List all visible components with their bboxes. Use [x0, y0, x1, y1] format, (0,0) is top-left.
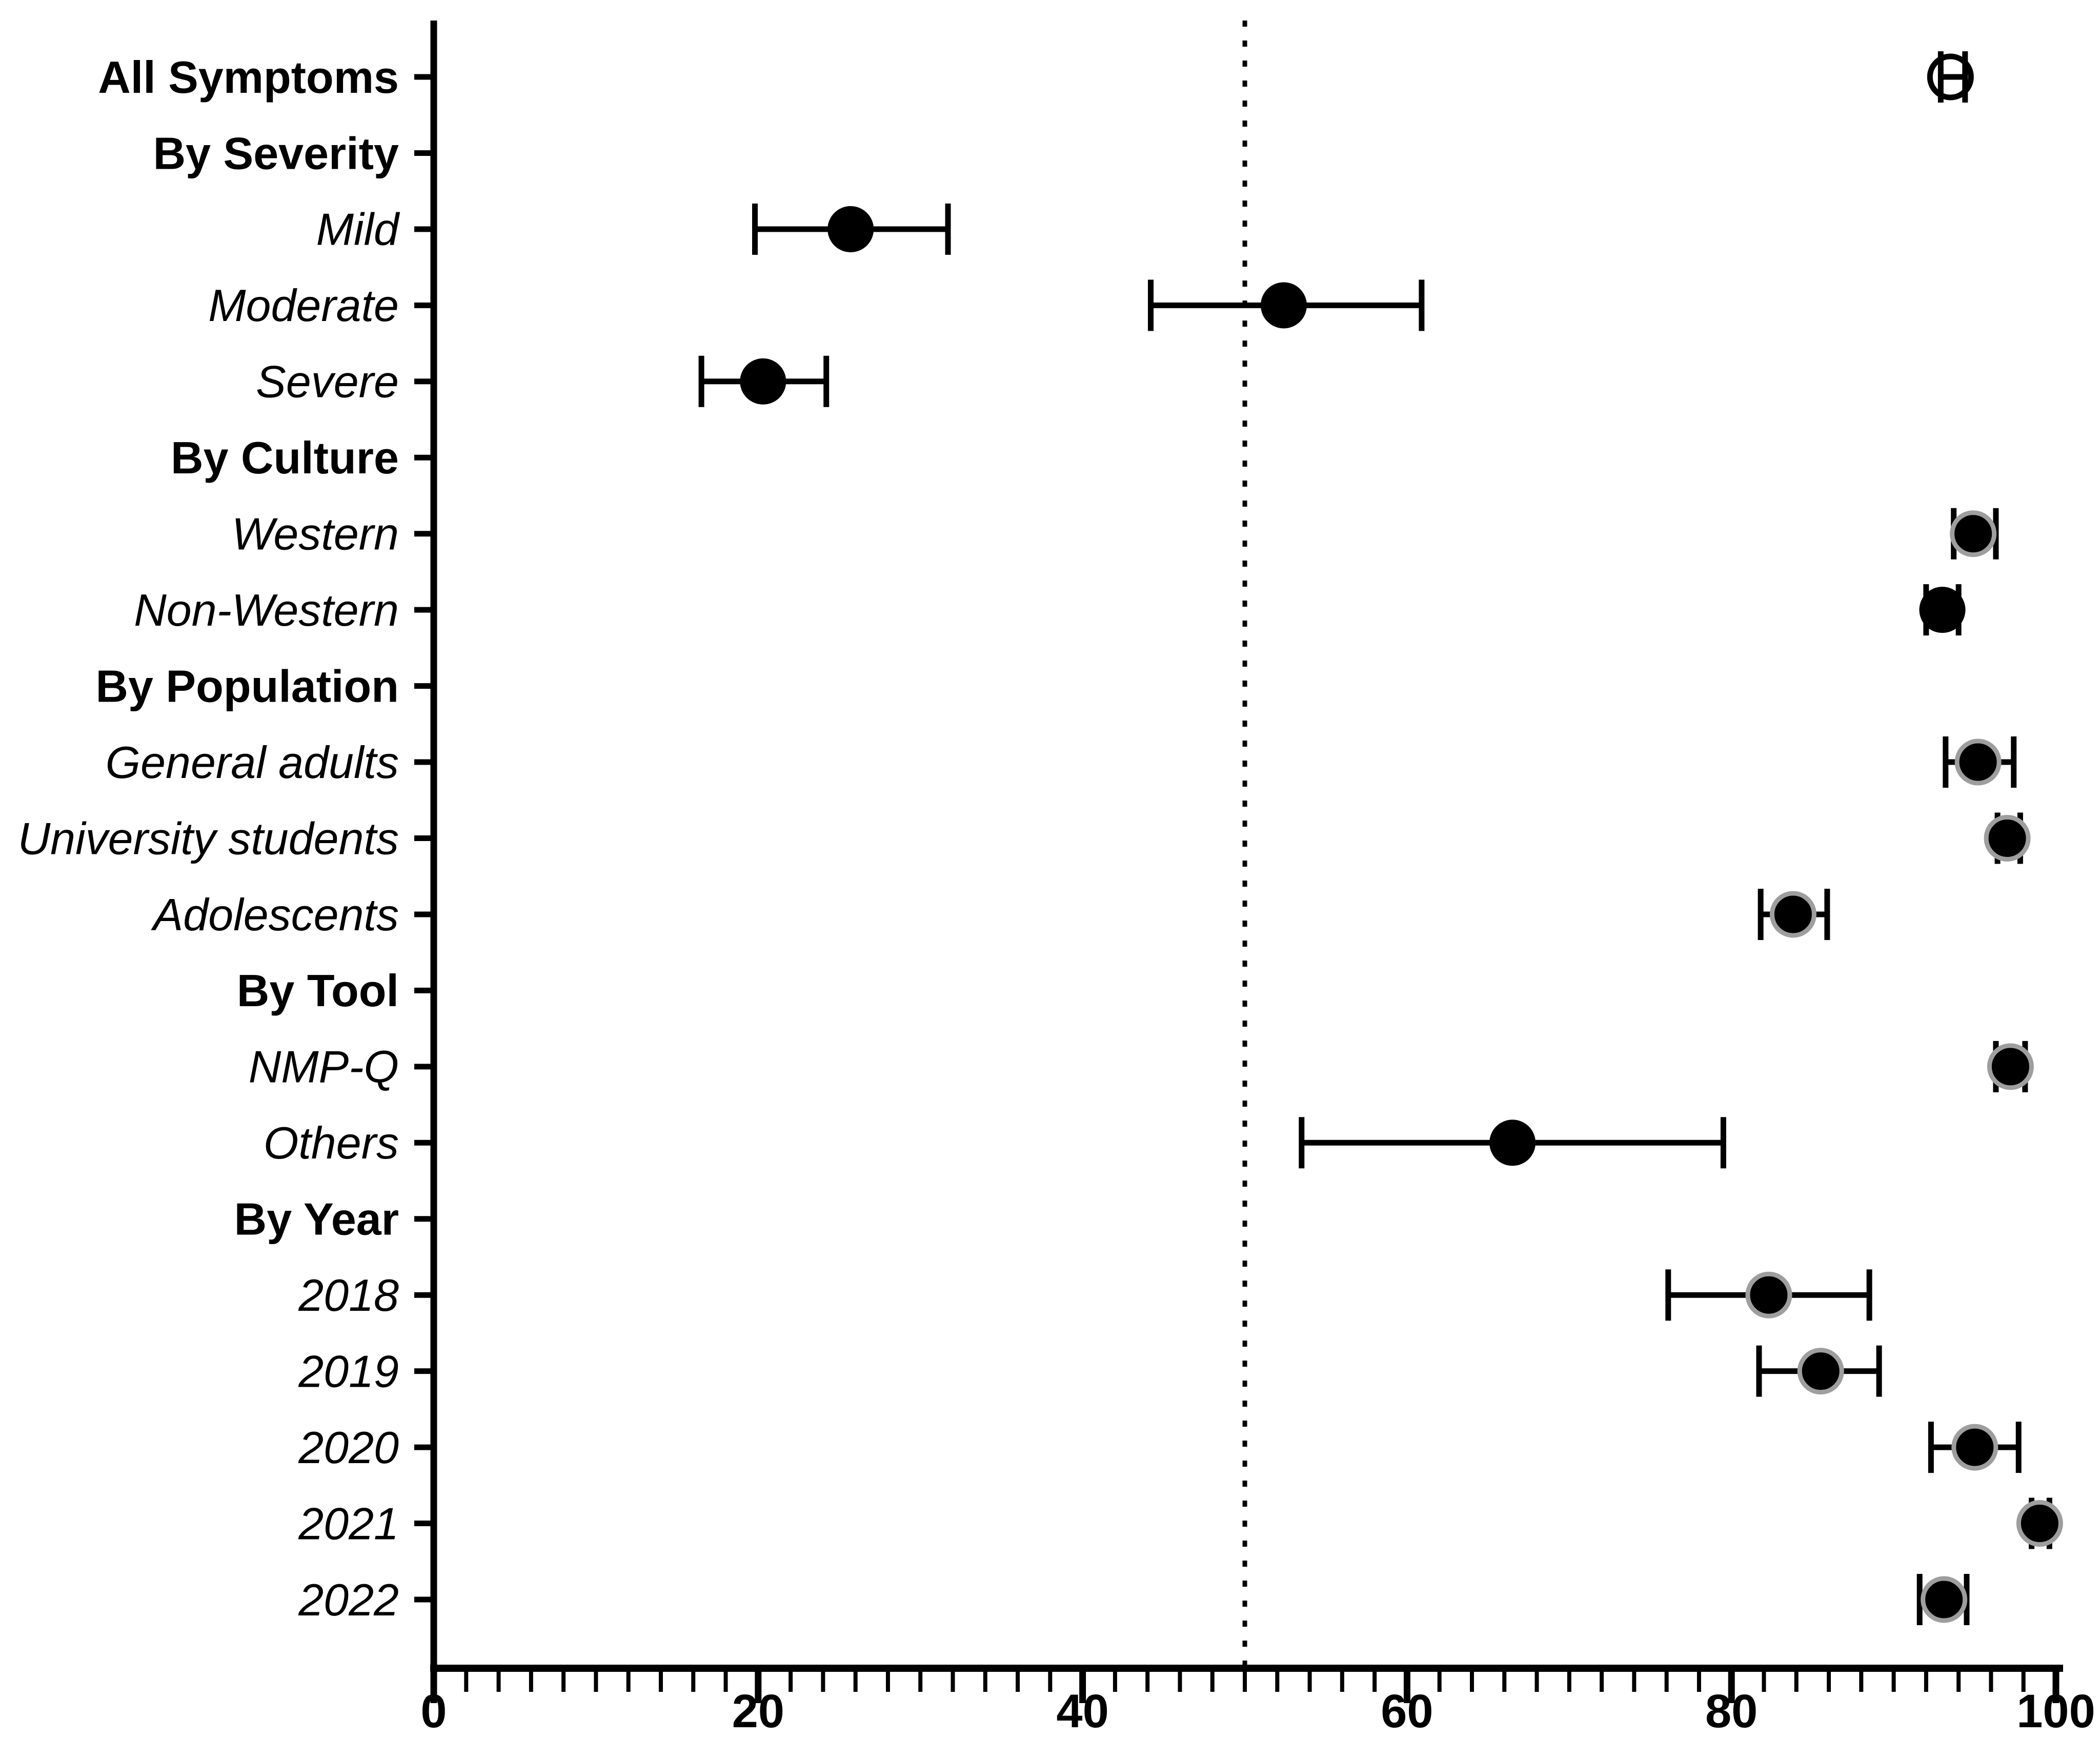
row-label: Adolescents — [151, 889, 399, 940]
row-label: By Population — [95, 661, 399, 711]
row-label: University students — [18, 813, 399, 864]
marker-gray-ring-circle — [1745, 1271, 1792, 1319]
row-label: NMP-Q — [249, 1042, 399, 1092]
marker-gray-ring-circle — [1984, 815, 2031, 862]
x-tick-label: 80 — [1705, 1685, 1758, 1737]
row-label: By Year — [234, 1194, 399, 1245]
row-label: Moderate — [208, 280, 399, 331]
marker-solid-circle — [1260, 282, 1307, 329]
x-tick-label: 60 — [1381, 1685, 1433, 1737]
marker-gray-ring-circle — [2016, 1500, 2063, 1547]
x-tick-label: 100 — [2016, 1685, 2095, 1737]
row-label: By Tool — [237, 965, 399, 1016]
x-tick-label: 20 — [732, 1685, 784, 1737]
row-label: Non-Western — [134, 585, 399, 635]
marker-gray-ring-circle — [1954, 738, 2002, 786]
marker-gray-ring-circle — [1769, 891, 1816, 938]
x-tick-label: 40 — [1056, 1685, 1108, 1737]
row-label: Others — [264, 1117, 399, 1168]
marker-solid-circle — [827, 206, 874, 252]
row-label: Mild — [316, 204, 400, 255]
row-label: By Culture — [171, 432, 399, 483]
row-label: 2020 — [298, 1422, 399, 1473]
row-label: General adults — [106, 737, 399, 788]
marker-gray-ring-circle — [1921, 1576, 1968, 1623]
row-label: By Severity — [153, 128, 399, 178]
marker-solid-circle — [740, 358, 786, 405]
row-label: 2022 — [298, 1574, 399, 1625]
marker-open-circle — [1927, 53, 1974, 101]
row-label: 2019 — [298, 1346, 399, 1396]
marker-gray-ring-circle — [1950, 510, 1997, 557]
row-label: 2018 — [298, 1270, 399, 1321]
marker-gray-ring-circle — [1797, 1348, 1844, 1395]
row-label: Severe — [256, 356, 399, 407]
row-label: Western — [232, 509, 399, 560]
marker-gray-ring-circle — [1951, 1424, 1998, 1471]
marker-solid-circle — [1489, 1120, 1536, 1166]
x-tick-label: 0 — [420, 1685, 447, 1737]
marker-gray-ring-circle — [1987, 1043, 2034, 1090]
marker-solid-circle — [1919, 587, 1966, 633]
row-label: 2021 — [298, 1498, 399, 1549]
row-label: All Symptoms — [98, 52, 399, 103]
